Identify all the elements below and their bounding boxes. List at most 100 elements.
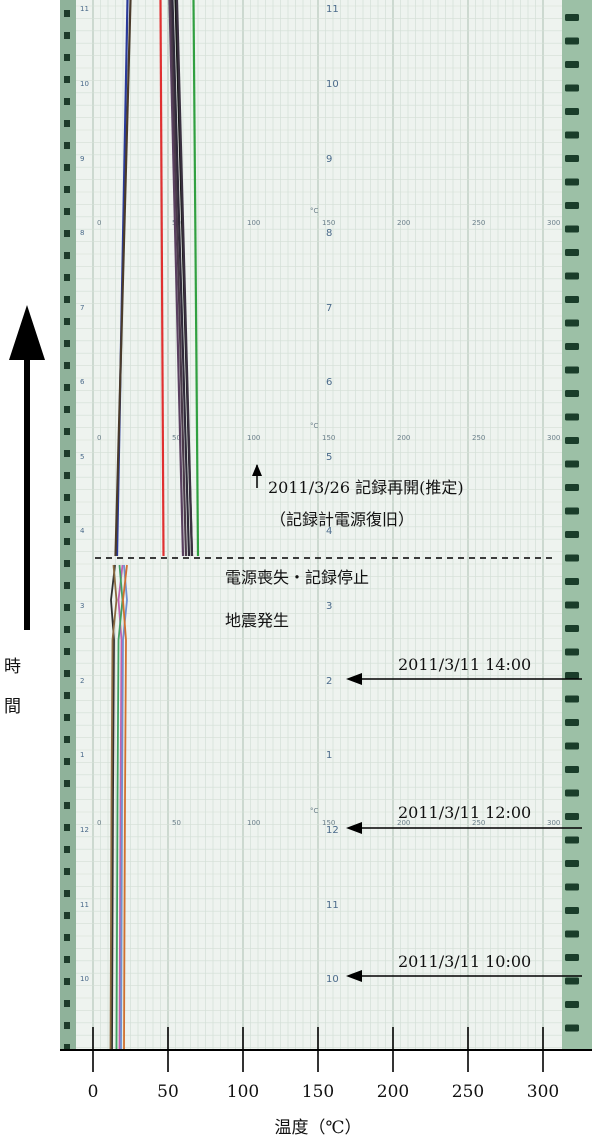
sprocket-hole-left (64, 32, 70, 39)
sprocket-hole-right (565, 178, 579, 186)
paper-scale-label: 0 (97, 819, 101, 827)
sprocket-hole-left (64, 384, 70, 391)
sprocket-hole-left (64, 318, 70, 325)
sprocket-hole-left (64, 450, 70, 457)
paper-scale-label: 150 (322, 819, 335, 827)
sprocket-hole-right (565, 813, 579, 820)
x-tick-label: 100 (227, 1082, 259, 1102)
trace-after-restart (169, 0, 188, 557)
sprocket-hole-right (565, 719, 579, 726)
sprocket-hole-left (64, 560, 70, 567)
trace-after-restart (114, 0, 132, 557)
sprocket-hole-right (565, 954, 579, 961)
trace-after-restart (175, 0, 194, 557)
time-marker-1200: 2011/3/11 12:00 (346, 803, 582, 834)
time-marker-1000-text: 2011/3/11 10:00 (398, 952, 531, 971)
x-tick-label: 50 (157, 1082, 179, 1102)
paper-scale-label: 200 (397, 819, 410, 827)
sprocket-hole-right (565, 836, 579, 844)
sprocket-hole-left (64, 98, 70, 105)
paper-hour-label-left: 10 (80, 975, 89, 983)
sprocket-hole-right (565, 907, 579, 914)
sprocket-hole-right (565, 578, 579, 585)
sprocket-hole-right (565, 131, 579, 139)
paper-hour-label-left: 7 (80, 304, 84, 312)
sprocket-hole-left (64, 582, 70, 589)
restart-text-1: 2011/3/26 記録再開(推定) (268, 478, 464, 497)
sprocket-hole-right (565, 343, 579, 350)
paper-unit-label: °C (310, 207, 319, 215)
sprocket-hole-left (64, 1000, 70, 1007)
paper-scale-label: 300 (547, 819, 560, 827)
paper-hour-label-left: 11 (80, 5, 89, 13)
trace-after-restart (159, 0, 165, 557)
trace-after-restart (168, 0, 185, 557)
sprocket-hole-right (565, 1024, 579, 1032)
sprocket-holes (64, 10, 579, 1051)
paper-scale-label: 200 (397, 219, 410, 227)
paper-hour-label: 9 (326, 154, 332, 165)
paper-hour-label: 5 (326, 452, 332, 463)
sprocket-hole-right (565, 225, 579, 233)
sprocket-hole-left (64, 824, 70, 831)
sprocket-hole-left (64, 714, 70, 721)
trace-before-stop (110, 564, 116, 1051)
paper-hour-label-left: 6 (80, 378, 85, 386)
sprocket-hole-left (64, 736, 70, 743)
trace-before-stop (122, 564, 128, 1051)
sprocket-hole-right (565, 789, 579, 797)
sprocket-hole-left (64, 956, 70, 963)
paper-hour-label: 4 (326, 526, 332, 537)
sprocket-hole-right (565, 390, 579, 397)
sprocket-hole-right (565, 272, 579, 280)
sprocket-hole-left (64, 274, 70, 281)
paper-scale-label: 300 (547, 434, 560, 442)
sprocket-hole-right (565, 249, 579, 256)
sprocket-hole-left (64, 54, 70, 61)
sprocket-hole-left (64, 76, 70, 83)
sprocket-hole-right (565, 766, 579, 773)
sprocket-hole-left (64, 1022, 70, 1029)
paper-scale-label: 200 (397, 434, 410, 442)
x-tick-label: 0 (88, 1082, 99, 1102)
sprocket-hole-left (64, 186, 70, 193)
x-tick-label: 150 (302, 1082, 334, 1102)
x-axis-title: 温度（℃） (274, 1118, 361, 1138)
paper-scale-label: 100 (247, 434, 260, 442)
paper-hour-label: 10 (326, 974, 339, 985)
sprocket-hole-right (565, 672, 579, 679)
paper-scale-label: 100 (247, 819, 260, 827)
temperature-traces (109, 0, 200, 1051)
sprocket-hole-left (64, 164, 70, 171)
paper-hour-label-left: 11 (80, 901, 89, 909)
paper-left-strip (60, 0, 76, 1050)
paper-scale-label: 150 (322, 434, 335, 442)
sprocket-hole-left (64, 362, 70, 369)
sprocket-hole-right (565, 366, 579, 374)
sprocket-hole-left (64, 670, 70, 677)
paper-scale-label: 250 (472, 219, 485, 227)
paper-scale-label: 0 (97, 434, 101, 442)
time-marker-1200-text: 2011/3/11 12:00 (398, 803, 531, 822)
paper-hour-label: 6 (326, 377, 332, 388)
sprocket-hole-right (565, 554, 579, 562)
paper-scale-label: 100 (247, 219, 260, 227)
paper-hour-label-left: 12 (80, 826, 89, 834)
sprocket-hole-left (64, 538, 70, 545)
sprocket-hole-right (565, 860, 579, 867)
x-axis-ticks: 0 50 100 150 200 250 300 (88, 1027, 559, 1102)
sprocket-hole-right (565, 742, 579, 750)
sprocket-hole-right (565, 930, 579, 938)
paper-scale-label: 0 (97, 219, 101, 227)
trace-after-restart (192, 0, 200, 557)
time-marker-1400-text: 2011/3/11 14:00 (398, 655, 531, 674)
paper-hour-label: 3 (326, 601, 332, 612)
sprocket-hole-left (64, 626, 70, 633)
sprocket-hole-left (64, 230, 70, 237)
sprocket-hole-left (64, 296, 70, 303)
sprocket-hole-left (64, 692, 70, 699)
sprocket-hole-right (565, 108, 579, 115)
paper-hour-label: 10 (326, 79, 339, 90)
